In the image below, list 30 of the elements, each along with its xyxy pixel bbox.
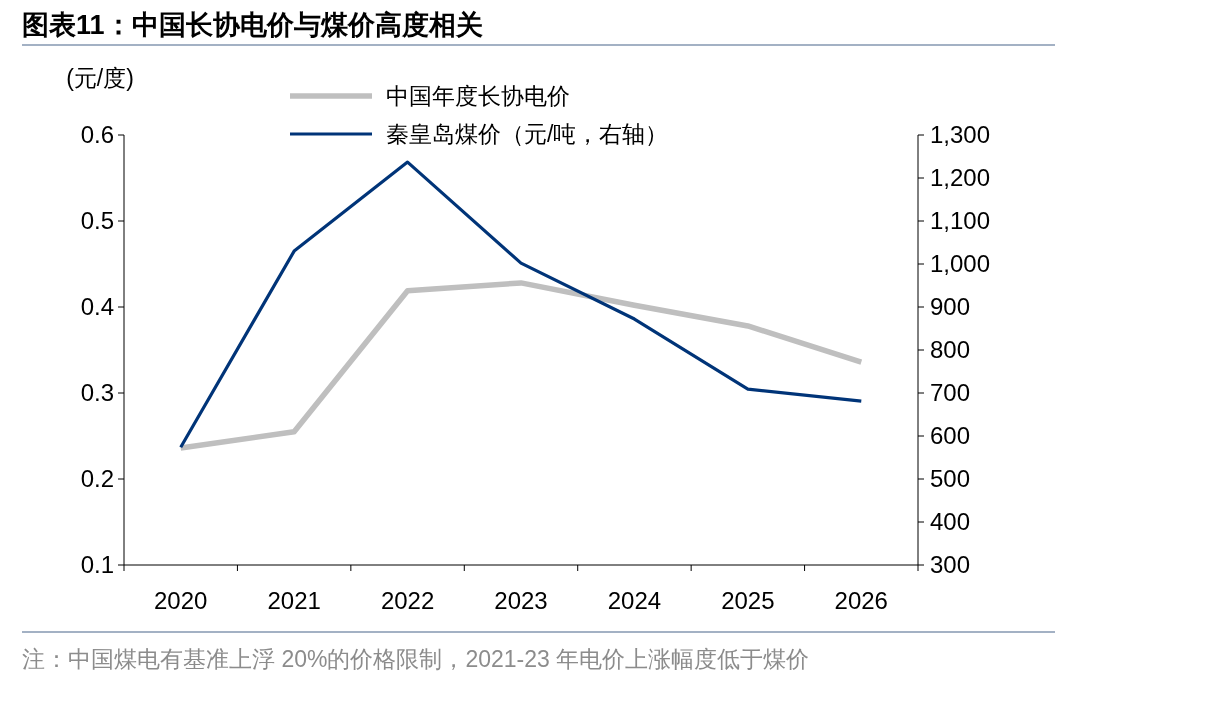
y2-tick-label: 500 — [930, 465, 971, 492]
x-tick-label: 2022 — [380, 587, 435, 614]
y2-tick-label: 900 — [930, 293, 971, 320]
y2-tick-label: 1,200 — [930, 164, 991, 191]
y2-tick-label: 800 — [930, 336, 971, 363]
x-tick-label: 2021 — [267, 587, 321, 614]
y-axis-title: (元/度) — [66, 65, 134, 91]
y2-tick-label: 600 — [930, 422, 971, 449]
x-tick-label: 2026 — [834, 587, 888, 614]
y2-tick-label: 1,000 — [930, 250, 991, 277]
x-tick-label: 2024 — [607, 587, 662, 614]
legend-label: 中国年度长协电价 — [386, 83, 570, 109]
y-tick-label: 0.4 — [80, 293, 114, 320]
legend-label: 秦皇岛煤价（元/吨，右轴） — [386, 121, 669, 147]
text: 注：中国煤电有基准上浮 20%的价格限制，2021-23 年电价上涨幅度低于煤价 — [22, 646, 810, 672]
y2-tick-label: 1,300 — [930, 121, 991, 148]
line-series — [179, 160, 863, 449]
y-tick-label: 0.1 — [80, 551, 114, 578]
y2-tick-label: 400 — [930, 508, 971, 535]
y2-tick-label: 300 — [930, 551, 971, 578]
y-tick-label: 0.5 — [80, 207, 114, 234]
y-tick-label: 0.6 — [80, 121, 114, 148]
y-tick-label: 0.2 — [80, 465, 114, 492]
y-tick-label: 0.3 — [80, 379, 114, 406]
x-tick-label: 2020 — [154, 587, 208, 614]
x-tick-label: 2023 — [494, 587, 548, 614]
chart-title: 图表11：中国长协电价与煤价高度相关 — [22, 10, 483, 40]
x-tick-label: 2025 — [721, 587, 775, 614]
y2-tick-label: 700 — [930, 379, 971, 406]
y2-tick-label: 1,100 — [930, 207, 991, 234]
